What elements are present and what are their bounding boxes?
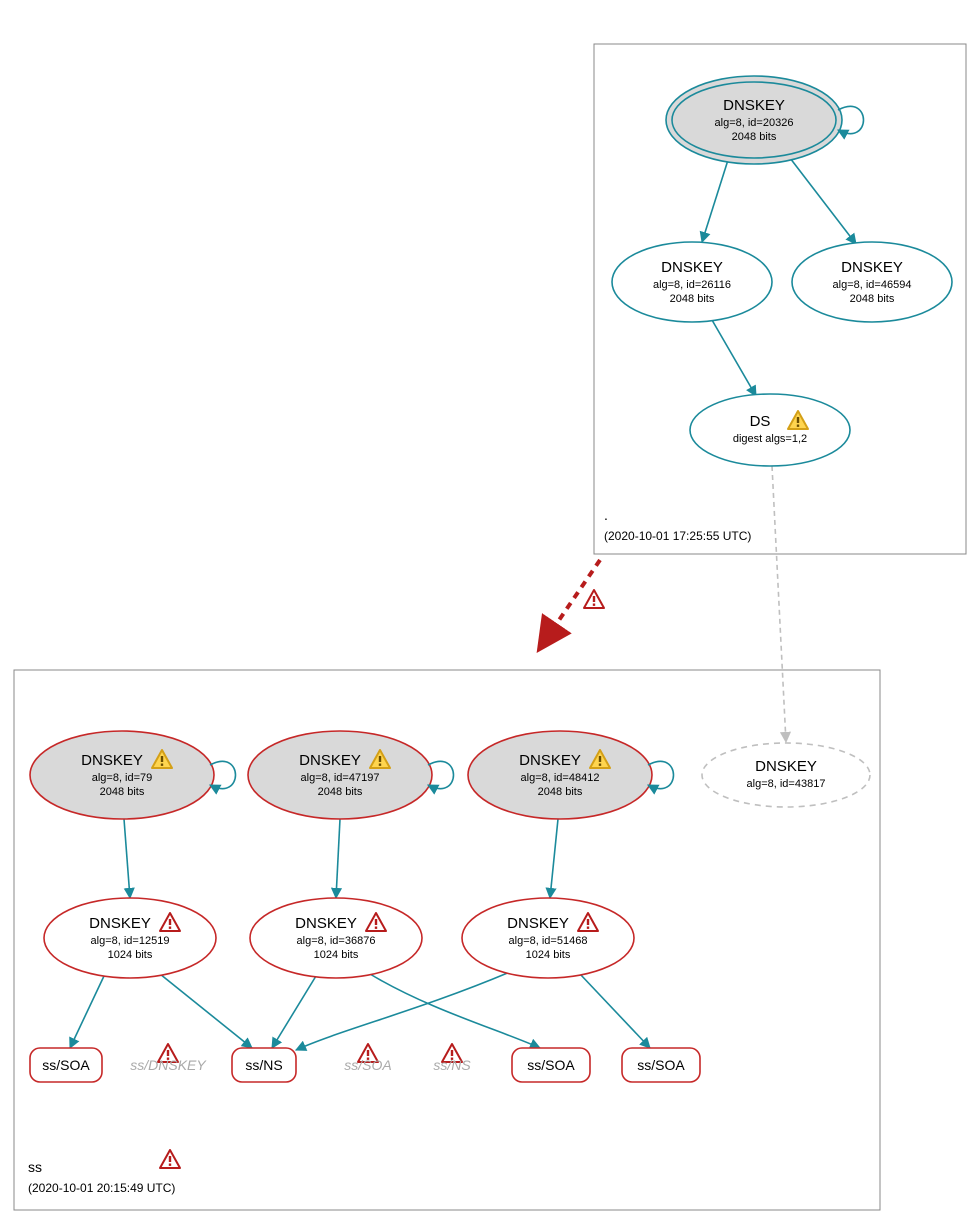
node-title: DNSKEY [519, 752, 581, 769]
node-title: DNSKEY [755, 758, 817, 775]
node-sub2: 2048 bits [670, 293, 715, 305]
node-sub2: 1024 bits [108, 949, 153, 961]
zone-timestamp: (2020-10-01 20:15:49 UTC) [28, 1181, 175, 1195]
zone-timestamp: (2020-10-01 17:25:55 UTC) [604, 529, 751, 543]
node-title: DNSKEY [81, 752, 143, 769]
edge [296, 972, 510, 1050]
node-sub1: alg=8, id=43817 [747, 778, 826, 790]
edge [712, 320, 756, 396]
node-title: DNSKEY [841, 259, 903, 276]
edge [160, 974, 252, 1048]
node-sub1: digest algs=1,2 [733, 433, 807, 445]
node-root_ds: DS digest algs=1,2 [690, 394, 850, 466]
node-sub1: alg=8, id=26116 [653, 279, 731, 291]
node-title: DS [750, 413, 771, 430]
node-sub2: 1024 bits [526, 949, 571, 961]
node-sub2: 2048 bits [100, 786, 145, 798]
edge [580, 974, 650, 1048]
rr-ns: ss/NS [232, 1048, 296, 1082]
zone-label: ss [28, 1159, 42, 1175]
node-sub2: 2048 bits [850, 293, 895, 305]
node-title: DNSKEY [507, 915, 569, 932]
node-sub2: 2048 bits [318, 786, 363, 798]
ghost-g3: ss/NS [433, 1044, 471, 1073]
rr-soa3: ss/SOA [622, 1048, 700, 1082]
node-ss_zsk1: DNSKEY alg=8, id=12519 1024 bits [44, 898, 216, 978]
ghost-label: ss/SOA [344, 1057, 391, 1073]
dnssec-diagram: . (2020-10-01 17:25:55 UTC) ss (2020-10-01 … [0, 0, 979, 1223]
rr-soa1: ss/SOA [30, 1048, 102, 1082]
node-sub1: alg=8, id=12519 [91, 935, 170, 947]
edge [550, 819, 558, 898]
rr-label: ss/SOA [527, 1057, 575, 1073]
rr-label: ss/SOA [42, 1057, 90, 1073]
error-icon [160, 1150, 180, 1168]
ghost-g2: ss/SOA [344, 1044, 391, 1073]
node-sub1: alg=8, id=48412 [521, 772, 600, 784]
edge [336, 819, 340, 898]
edge [70, 976, 104, 1048]
ghost-label: ss/DNSKEY [130, 1057, 207, 1073]
edge [272, 976, 316, 1048]
edge [124, 819, 130, 898]
node-ss_zsk2: DNSKEY alg=8, id=36876 1024 bits [250, 898, 422, 978]
node-sub2: 2048 bits [732, 131, 777, 143]
node-root_zsk1: DNSKEY alg=8, id=26116 2048 bits [612, 242, 772, 322]
zone-label: . [604, 507, 608, 523]
node-title: DNSKEY [723, 97, 785, 114]
node-sub1: alg=8, id=46594 [833, 279, 912, 291]
rr-soa2: ss/SOA [512, 1048, 590, 1082]
rr-label: ss/NS [245, 1057, 282, 1073]
node-ss_ksk2: DNSKEY alg=8, id=47197 2048 bits [248, 731, 454, 819]
ghost-g1: ss/DNSKEY [130, 1044, 207, 1073]
node-sub1: alg=8, id=47197 [301, 772, 380, 784]
node-sub1: alg=8, id=51468 [509, 935, 588, 947]
node-title: DNSKEY [89, 915, 151, 932]
node-title: DNSKEY [661, 259, 723, 276]
node-sub2: 2048 bits [538, 786, 583, 798]
node-ss_ksk1: DNSKEY alg=8, id=79 2048 bits [30, 731, 236, 819]
edge [702, 160, 728, 242]
edge [370, 974, 540, 1048]
ghost-g4 [160, 1150, 180, 1168]
node-sub1: alg=8, id=36876 [297, 935, 376, 947]
node-title: DNSKEY [295, 915, 357, 932]
edge [772, 466, 786, 742]
node-sub1: alg=8, id=20326 [715, 117, 794, 129]
edge [790, 158, 856, 244]
node-title: DNSKEY [299, 752, 361, 769]
error-icon [584, 590, 604, 608]
node-ss_missing: DNSKEY alg=8, id=43817 [702, 743, 870, 807]
ghost-label: ss/NS [433, 1057, 471, 1073]
node-sub2: 1024 bits [314, 949, 359, 961]
node-ss_zsk3: DNSKEY alg=8, id=51468 1024 bits [462, 898, 634, 978]
node-ss_ksk3: DNSKEY alg=8, id=48412 2048 bits [468, 731, 674, 819]
node-root_ksk: DNSKEY alg=8, id=20326 2048 bits [666, 76, 864, 164]
node-sub1: alg=8, id=79 [92, 772, 153, 784]
rr-label: ss/SOA [637, 1057, 685, 1073]
node-root_zsk2: DNSKEY alg=8, id=46594 2048 bits [792, 242, 952, 322]
